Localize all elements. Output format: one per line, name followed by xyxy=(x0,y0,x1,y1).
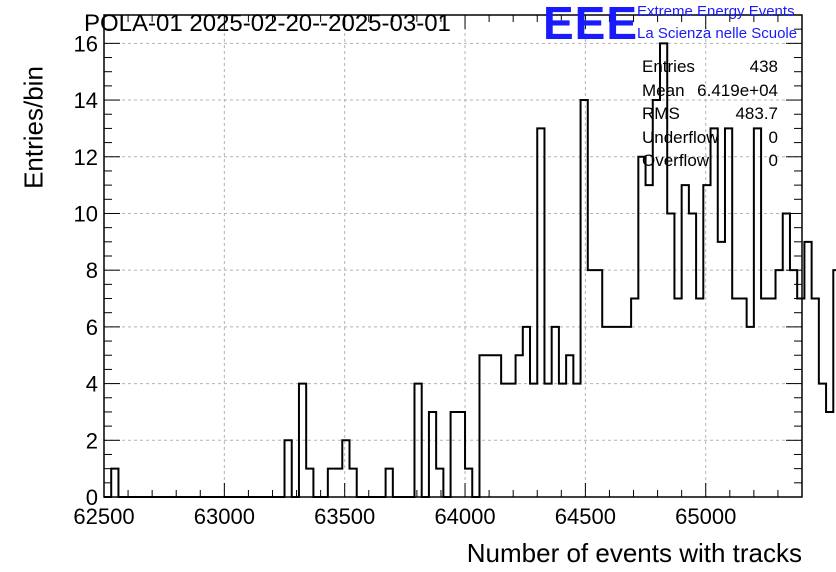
eee-logo: EEE xyxy=(543,0,639,49)
y-tick-label: 0 xyxy=(86,485,98,510)
stat-row-mean: Mean 6.419e+04 xyxy=(638,81,800,105)
x-tick-label: 64500 xyxy=(555,504,616,529)
y-axis-label: Entries/bin xyxy=(18,66,49,189)
x-tick-label: 65000 xyxy=(675,504,736,529)
logo-line-2: La Scienza nelle Scuole xyxy=(637,25,798,42)
logo-line-1: Extreme Energy Events xyxy=(637,3,795,20)
y-tick-label: 14 xyxy=(74,88,98,113)
histogram-line xyxy=(104,42,836,498)
stat-label: RMS xyxy=(642,104,680,123)
stat-label: Overflow xyxy=(642,151,710,170)
stat-row-overflow: Overflow 0 xyxy=(638,151,800,175)
chart-title: POLA-01 2025-02-20--2025-03-01 xyxy=(84,10,451,37)
stat-value: 483.7 xyxy=(735,104,778,123)
x-axis-label: Number of events with tracks xyxy=(466,538,802,568)
y-tick-label: 2 xyxy=(86,428,98,453)
stat-value: 0 xyxy=(768,151,778,170)
stat-value: 6.419e+04 xyxy=(697,80,778,100)
stat-value: 0 xyxy=(768,127,778,147)
stat-row-entries: Entries 438 xyxy=(638,57,800,81)
x-tick-label: 62500 xyxy=(73,504,134,529)
stat-row-underflow: Underflow 0 xyxy=(638,128,800,152)
stat-row-rms: RMS 483.7 xyxy=(638,104,800,128)
y-tick-label: 8 xyxy=(86,258,98,283)
stat-label: Mean xyxy=(642,80,685,100)
stat-label: Entries xyxy=(642,57,695,76)
y-tick-label: 10 xyxy=(74,201,98,226)
y-tick-label: 4 xyxy=(86,372,98,397)
stats-box: Entries 438 Mean 6.419e+04 RMS 483.7 Und… xyxy=(638,57,800,175)
x-tick-label: 64000 xyxy=(434,504,495,529)
x-tick-label: 63000 xyxy=(194,504,255,529)
stat-label: Underflow xyxy=(642,127,719,147)
x-tick-label: 63500 xyxy=(314,504,375,529)
y-tick-label: 16 xyxy=(74,31,98,56)
y-tick-label: 6 xyxy=(86,315,98,340)
y-tick-label: 12 xyxy=(74,145,98,170)
stat-value: 438 xyxy=(749,57,778,76)
